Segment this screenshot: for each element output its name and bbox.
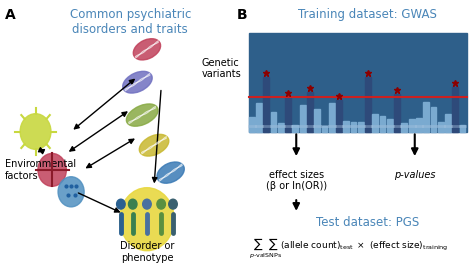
Text: effect sizes
(β or ln(OR)): effect sizes (β or ln(OR)) xyxy=(266,170,327,192)
Text: A: A xyxy=(5,8,16,22)
Circle shape xyxy=(157,199,165,209)
Ellipse shape xyxy=(133,39,161,60)
Bar xyxy=(343,121,349,132)
Text: p-values: p-values xyxy=(394,170,436,180)
Bar xyxy=(249,117,255,132)
Circle shape xyxy=(117,199,125,209)
Bar xyxy=(336,100,342,132)
Bar xyxy=(460,125,465,132)
Circle shape xyxy=(58,177,84,207)
Bar xyxy=(358,122,364,132)
Bar xyxy=(438,122,444,132)
Bar xyxy=(380,116,385,132)
Bar xyxy=(278,123,284,132)
Bar xyxy=(314,109,320,132)
Text: B: B xyxy=(237,8,247,22)
Text: Training dataset: GWAS: Training dataset: GWAS xyxy=(298,8,437,21)
Bar xyxy=(445,114,451,132)
Ellipse shape xyxy=(139,134,169,156)
Bar xyxy=(401,123,407,132)
Ellipse shape xyxy=(127,104,158,126)
Bar xyxy=(387,119,393,132)
Ellipse shape xyxy=(123,71,152,93)
Circle shape xyxy=(119,188,174,251)
Text: Common psychiatric
disorders and traits: Common psychiatric disorders and traits xyxy=(70,8,191,36)
Text: Disorder or
phenotype: Disorder or phenotype xyxy=(120,241,174,263)
Circle shape xyxy=(169,199,177,209)
Bar xyxy=(300,105,306,132)
Text: Test dataset: PGS: Test dataset: PGS xyxy=(316,216,419,229)
Bar xyxy=(256,103,262,132)
Text: Genetic
variants: Genetic variants xyxy=(201,58,241,79)
Ellipse shape xyxy=(157,162,184,183)
Bar xyxy=(264,77,269,132)
Bar xyxy=(416,118,422,132)
Circle shape xyxy=(38,153,66,186)
Bar xyxy=(365,77,371,132)
Text: $\sum_{p\text{-val}}\sum_{\mathrm{SNPs}}$$(\mathrm{allele\ count})_{\mathrm{test: $\sum_{p\text{-val}}\sum_{\mathrm{SNPs}}… xyxy=(249,237,448,261)
Text: Environmental
factors: Environmental factors xyxy=(5,159,76,181)
Bar xyxy=(329,103,335,132)
Bar xyxy=(394,94,400,132)
Bar xyxy=(423,102,429,132)
Bar xyxy=(409,119,415,132)
Bar xyxy=(249,33,467,132)
Bar xyxy=(373,114,378,132)
Bar xyxy=(271,112,276,132)
Circle shape xyxy=(143,199,151,209)
Bar xyxy=(285,97,291,132)
Bar xyxy=(452,87,458,132)
Circle shape xyxy=(128,199,137,209)
Bar xyxy=(430,107,437,132)
Bar xyxy=(321,126,328,132)
Bar xyxy=(351,122,356,132)
Bar xyxy=(307,92,313,132)
Bar xyxy=(292,125,298,132)
Circle shape xyxy=(20,114,51,149)
